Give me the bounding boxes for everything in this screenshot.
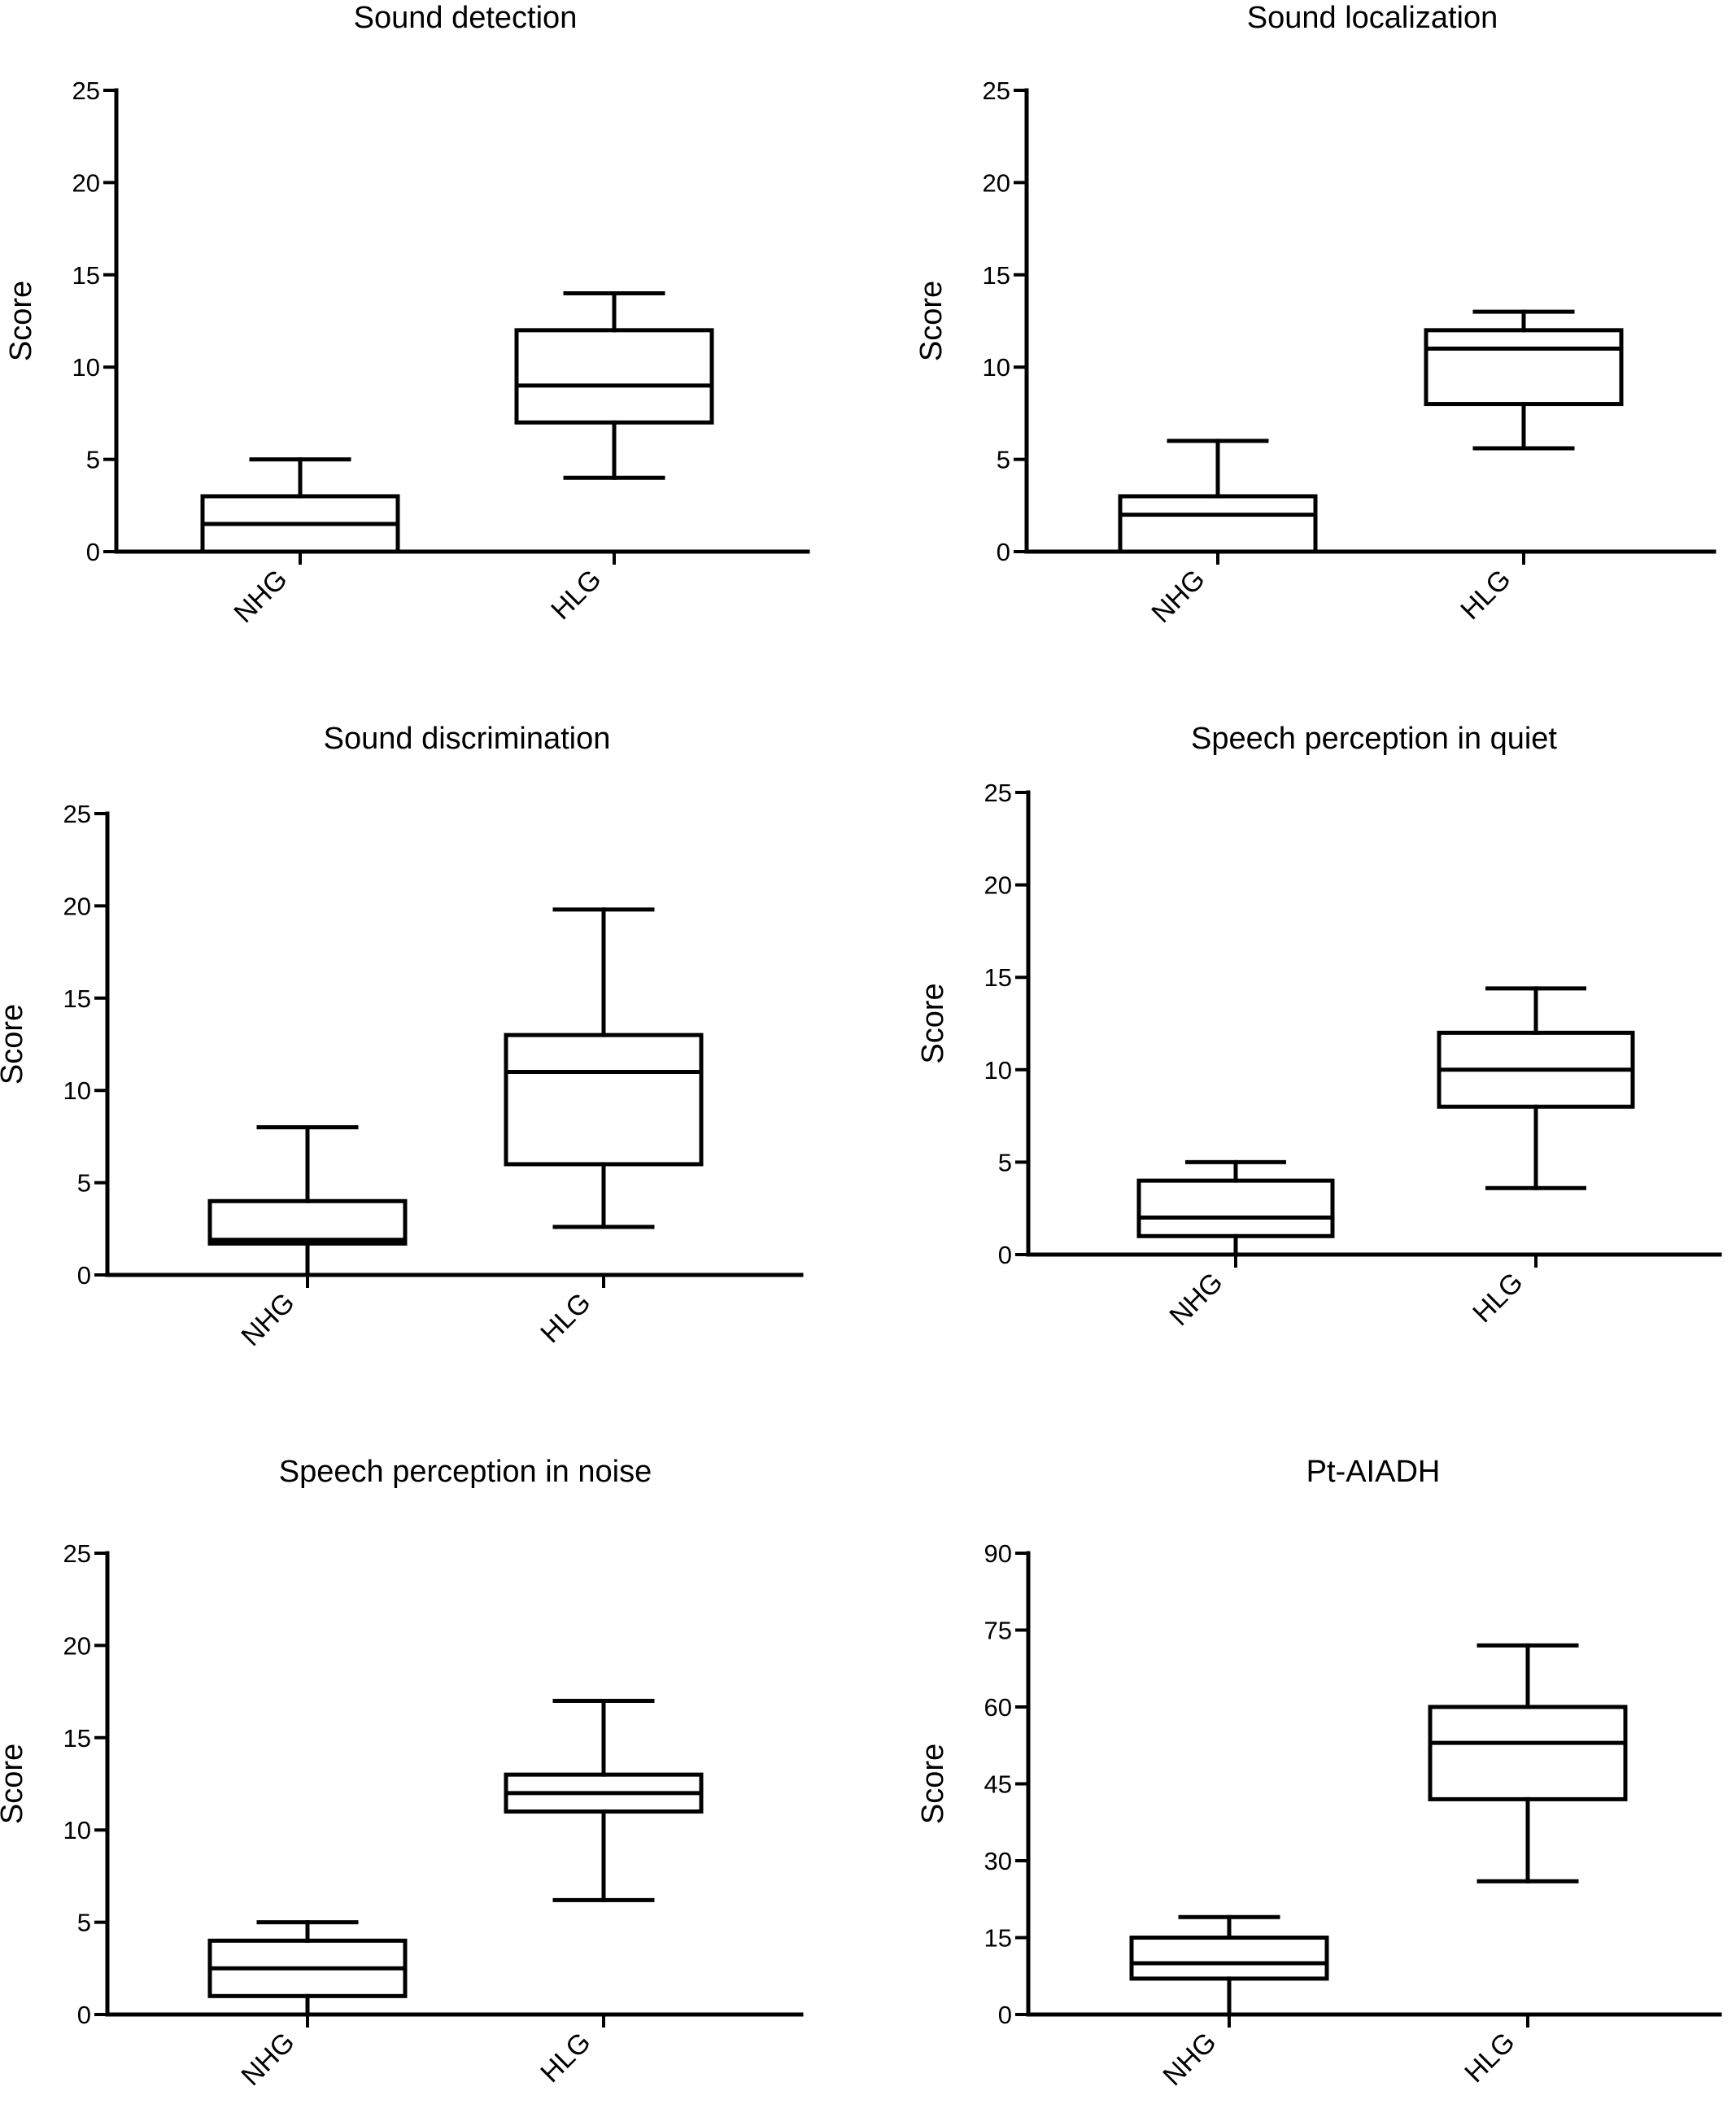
y-tick-label: 25 (983, 76, 1010, 105)
y-tick-label: 20 (63, 892, 91, 920)
chart-panel: Speech perception in quiet Score 0 5 10 15 20 2… (916, 722, 1722, 1332)
y-tick-label: 20 (63, 1631, 91, 1660)
iqr-box (1428, 1705, 1628, 1801)
y-tick-label: 10 (63, 1816, 91, 1844)
y-tick-label: 15 (63, 984, 91, 1013)
iqr-box (1424, 328, 1624, 407)
chart-title: Speech perception in quiet (1191, 722, 1557, 756)
y-tick-label: 15 (63, 1724, 91, 1753)
y-tick-label: 15 (72, 261, 100, 290)
y-tick-label: 10 (984, 1056, 1012, 1085)
y-axis-label: Score (0, 1004, 29, 1085)
iqr-box (504, 1032, 704, 1167)
chart-title: Sound localization (1247, 1, 1498, 35)
y-tick-label: 25 (984, 779, 1012, 807)
y-tick-label: 90 (984, 1539, 1012, 1568)
y-tick-label: 5 (997, 446, 1010, 474)
box-plot-nhg (1136, 1159, 1335, 1257)
y-tick-label: 5 (998, 1148, 1012, 1176)
y-axis-label: Score (916, 1744, 950, 1824)
chart-title: Sound discrimination (324, 722, 611, 756)
y-tick-label: 25 (72, 76, 100, 105)
box-plot-hlg (504, 1698, 704, 1902)
y-tick-label: 0 (998, 1241, 1012, 1269)
iqr-box (1136, 1178, 1335, 1238)
y-tick-label: 5 (77, 1169, 91, 1198)
y-tick-label: 45 (984, 1770, 1012, 1799)
y-tick-label: 10 (63, 1076, 91, 1105)
y-tick-label: 0 (997, 538, 1010, 566)
y-tick-label: 0 (77, 1261, 91, 1290)
box-plot-hlg (504, 907, 704, 1229)
box-plot-hlg (514, 290, 714, 480)
y-axis-label: Score (916, 983, 950, 1063)
box-plot-nhg (1129, 1914, 1329, 2017)
y-axis-label: Score (4, 281, 38, 361)
y-tick-label: 10 (72, 353, 100, 382)
y-tick-label: 0 (77, 2001, 91, 2029)
y-tick-label: 75 (984, 1617, 1012, 1645)
box-plot-nhg (207, 1920, 408, 2017)
chart-title: Speech perception in noise (279, 1455, 652, 1489)
y-axis-label: Score (914, 281, 949, 361)
y-tick-label: 20 (983, 168, 1010, 197)
iqr-box (514, 328, 714, 425)
y-axis-label: Score (0, 1744, 29, 1824)
y-tick-label: 5 (86, 446, 100, 474)
y-tick-label: 0 (86, 538, 100, 566)
y-tick-label: 60 (984, 1693, 1012, 1722)
y-tick-label: 15 (984, 963, 1012, 992)
y-tick-label: 20 (984, 871, 1012, 900)
y-tick-label: 30 (984, 1847, 1012, 1875)
y-tick-label: 5 (77, 1909, 91, 1937)
iqr-box (207, 1198, 408, 1246)
box-plot-nhg (207, 1125, 408, 1277)
y-tick-label: 20 (72, 168, 100, 197)
y-tick-label: 10 (983, 353, 1010, 382)
y-tick-label: 15 (984, 1924, 1012, 1953)
chart-title: Pt-AIADH (1306, 1455, 1441, 1489)
y-tick-label: 25 (63, 800, 91, 828)
box-plot-hlg (1424, 309, 1624, 451)
iqr-box (1129, 1936, 1329, 1981)
y-tick-label: 25 (63, 1539, 91, 1568)
box-plot-hlg (1428, 1643, 1628, 1884)
box-plot-hlg (1437, 986, 1635, 1190)
chart-title: Sound detection (354, 1, 578, 35)
y-tick-label: 0 (998, 2001, 1012, 2029)
y-tick-label: 15 (983, 261, 1010, 290)
